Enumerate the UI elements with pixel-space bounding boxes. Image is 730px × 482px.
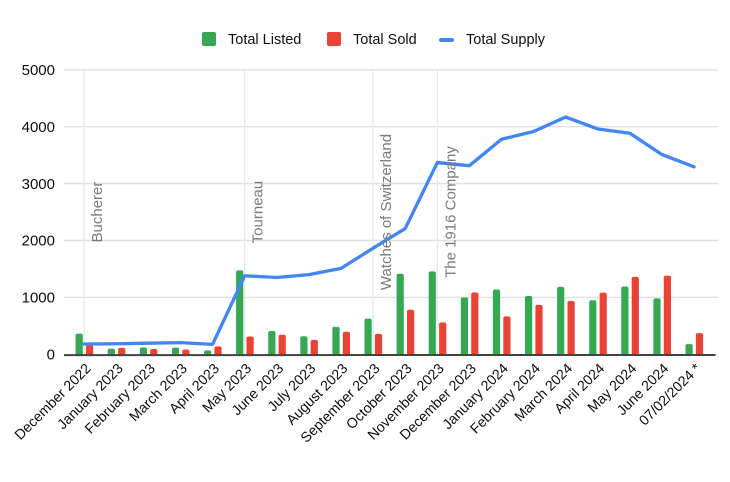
svg-text:0: 0 [47,347,55,364]
svg-text:The 1916 Company: The 1916 Company [442,146,459,278]
svg-text:3000: 3000 [22,176,55,193]
svg-text:2000: 2000 [22,233,55,250]
svg-text:Tourneau: Tourneau [250,181,267,244]
svg-text:5000: 5000 [22,62,55,79]
svg-text:4000: 4000 [22,119,55,136]
svg-text:Bucherer: Bucherer [89,182,106,243]
svg-text:Watches of Switzerland: Watches of Switzerland [378,134,395,290]
svg-text:1000: 1000 [22,290,55,307]
